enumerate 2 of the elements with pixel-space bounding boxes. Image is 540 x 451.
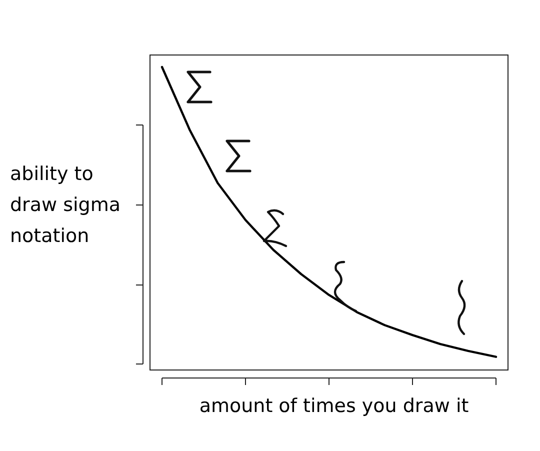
x-axis-title: amount of times you draw it bbox=[199, 395, 469, 417]
y-axis-title: ability to draw sigma notation bbox=[10, 163, 120, 247]
